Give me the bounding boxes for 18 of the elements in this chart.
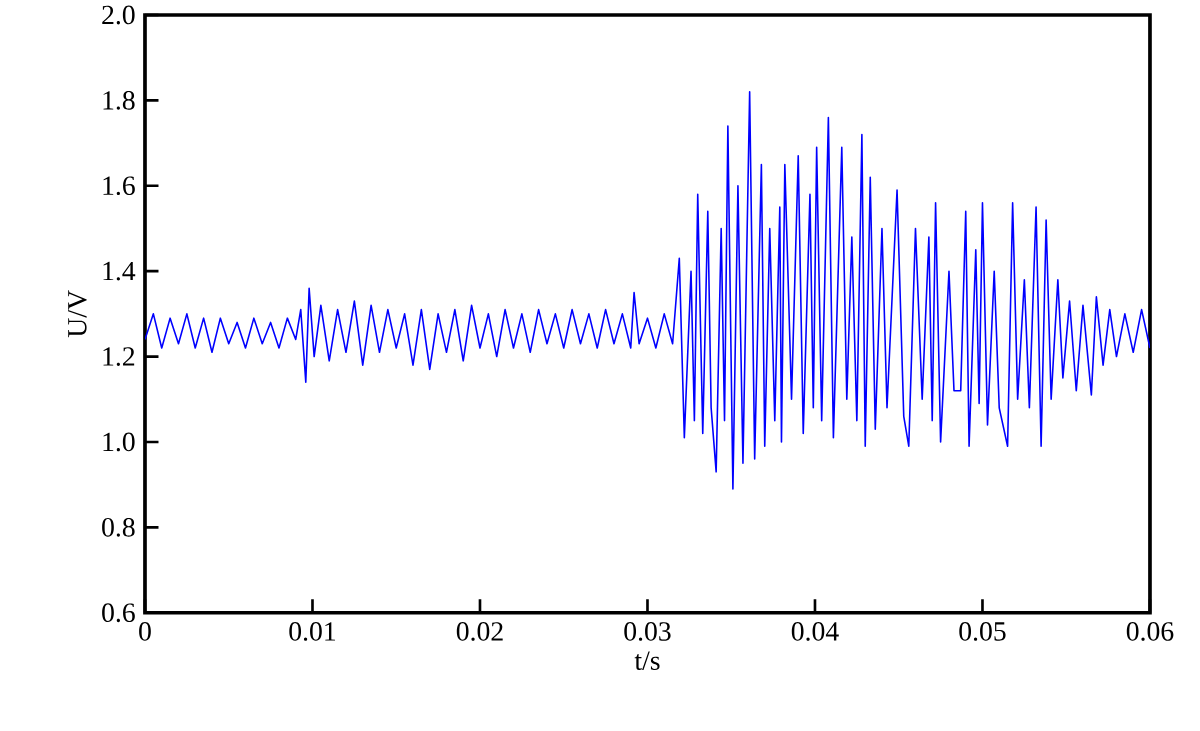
x-tick-label: 0.01 xyxy=(289,622,336,641)
x-tick-label: 0.04 xyxy=(791,622,839,641)
x-axis-title: t/s xyxy=(634,651,660,671)
y-tick-label: 0.8 xyxy=(102,518,135,537)
x-tick-label: 0 xyxy=(139,622,151,641)
y-tick-label: 1.8 xyxy=(103,91,135,110)
y-axis-title: U/V xyxy=(68,290,87,338)
y-tick-label: 1.4 xyxy=(103,261,136,281)
y-tick-label: 1.0 xyxy=(103,432,135,452)
y-tick-label: 1.6 xyxy=(103,176,135,196)
y-tick-label: 1.2 xyxy=(103,347,135,367)
x-tick-label: 0.03 xyxy=(624,622,671,641)
y-tick-label: 2.0 xyxy=(102,5,135,25)
line-series xyxy=(144,91,1150,490)
x-tick-label: 0.06 xyxy=(1126,622,1174,641)
x-tick-label: 0.05 xyxy=(959,622,1006,641)
x-tick-label: 0.02 xyxy=(456,622,503,641)
y-tick-label: 0.6 xyxy=(102,603,135,623)
